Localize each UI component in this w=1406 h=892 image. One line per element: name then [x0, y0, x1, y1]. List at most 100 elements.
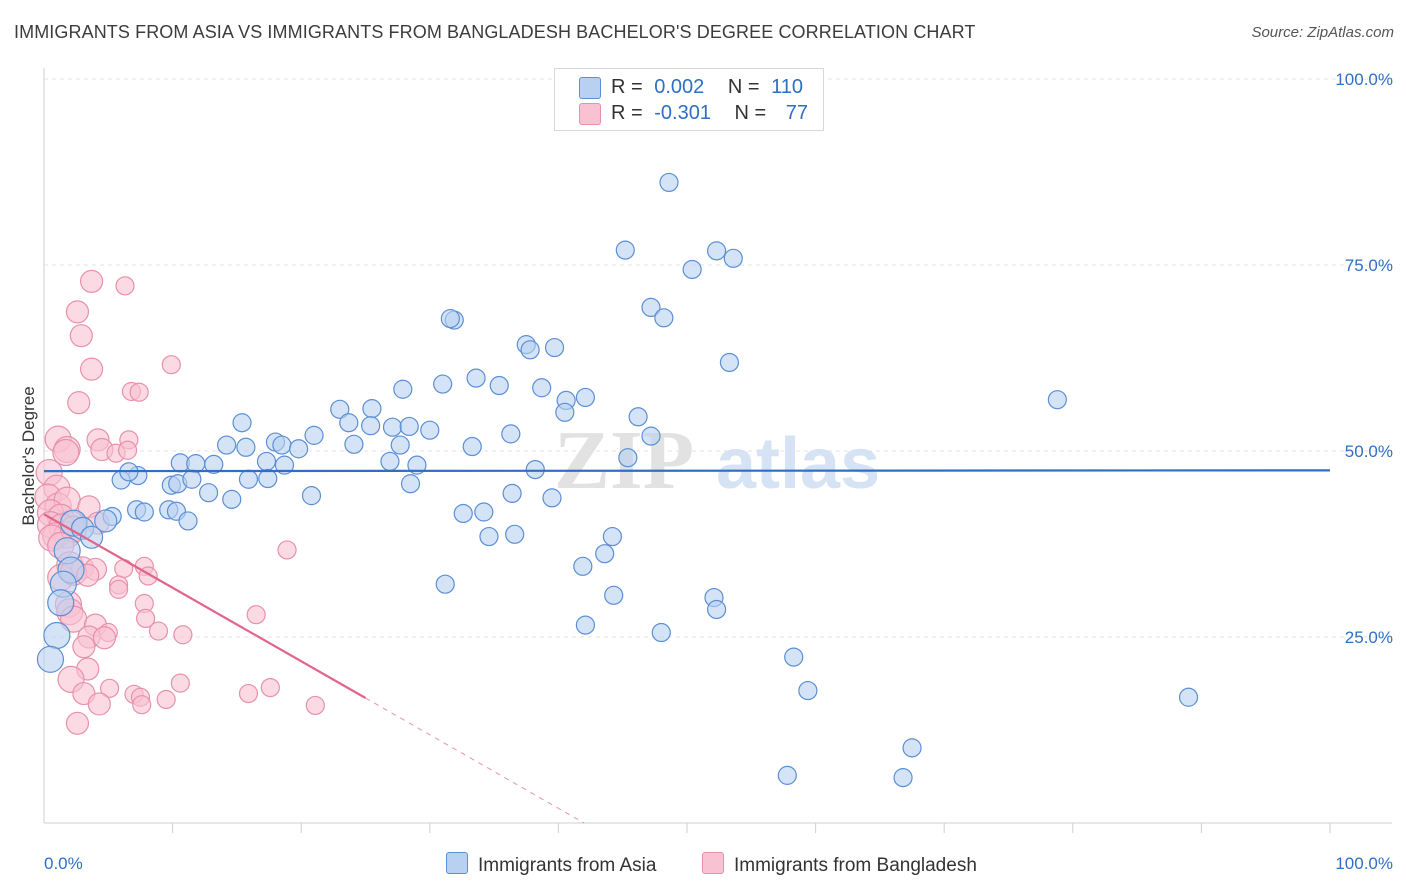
asia-point — [555, 402, 575, 422]
bangladesh-legend-swatch — [702, 852, 724, 874]
asia-point — [641, 426, 661, 446]
legend-r-label: R = — [611, 102, 643, 124]
x-tick-labels: 0.0% 100.0% — [44, 854, 1393, 873]
bangladesh-legend-label: Immigrants from Bangladesh — [734, 855, 977, 876]
asia-point — [238, 469, 259, 489]
asia-point — [618, 448, 638, 468]
asia-point — [706, 241, 727, 261]
source-credit: Source: ZipAtlas.com — [1251, 24, 1394, 41]
asia-point — [199, 483, 219, 503]
asia-point — [304, 425, 324, 445]
legend-r-value: 0.002 — [654, 76, 705, 98]
asia-point — [777, 765, 797, 785]
asia-point — [258, 468, 278, 489]
bangladesh-point — [65, 300, 90, 324]
asia-point — [236, 437, 256, 457]
asia-point — [706, 599, 727, 620]
asia-point — [659, 172, 679, 193]
bangladesh-point — [108, 579, 129, 599]
watermark-atlas: atlas — [716, 424, 880, 504]
asia-point — [654, 308, 674, 328]
legend-r-label: R = — [611, 76, 643, 98]
asia-point — [893, 768, 913, 788]
legend-n-value: 110 — [771, 76, 804, 98]
asia-point — [178, 511, 198, 531]
asia-point — [628, 407, 648, 427]
bangladesh-point — [246, 605, 266, 625]
bangladesh-point — [92, 626, 117, 650]
y-axis-title: Bachelor's Degree — [19, 386, 38, 525]
asia-point — [43, 621, 71, 650]
asia-point — [489, 375, 509, 396]
asia-point — [182, 469, 202, 489]
asia-point — [798, 680, 818, 701]
bangladesh-trend-line — [43, 513, 367, 699]
asia-point — [339, 413, 359, 433]
asia-point — [602, 526, 623, 547]
asia-point — [217, 435, 237, 455]
asia-trend-line — [43, 469, 1331, 473]
asia-points — [36, 172, 1199, 788]
bangladesh-point — [305, 695, 325, 716]
asia-point — [505, 524, 525, 544]
asia-point — [573, 556, 593, 576]
x-tick-label-min: 0.0% — [44, 854, 83, 873]
asia-point — [382, 417, 403, 437]
asia-point — [723, 248, 743, 268]
bangladesh-point — [87, 692, 111, 716]
asia-point — [453, 503, 473, 524]
asia-point — [1178, 687, 1199, 707]
bangladesh-point — [99, 678, 120, 698]
asia-point — [393, 379, 413, 399]
bangladesh-point — [65, 711, 90, 735]
asia-point — [575, 615, 596, 635]
bangladesh-point — [115, 276, 135, 296]
asia-point — [274, 455, 295, 475]
bangladesh-swatch — [579, 103, 601, 125]
legend-n-label: N = — [727, 76, 760, 98]
bangladesh-point — [260, 677, 280, 698]
asia-point — [79, 525, 104, 549]
asia-point — [36, 645, 65, 673]
asia-point — [222, 489, 242, 509]
bangladesh-point — [173, 625, 193, 645]
asia-point — [433, 374, 453, 394]
asia-point — [256, 451, 277, 472]
asia-point — [344, 434, 364, 454]
asia-point — [466, 368, 486, 388]
legend-n-value: 77 — [785, 102, 809, 124]
asia-point — [47, 589, 75, 617]
asia-point — [604, 585, 624, 605]
asia-point — [134, 502, 154, 522]
asia-point — [575, 387, 596, 408]
y-tick-labels: 25.0% 50.0% 75.0% 100.0% — [1335, 70, 1393, 647]
bangladesh-point — [52, 438, 80, 467]
bangladesh-point — [79, 269, 104, 293]
asia-point — [361, 416, 381, 436]
asia-point — [462, 436, 482, 457]
stats-legend: R = 0.002 N = 110 R = -0.301 N = 77 — [554, 68, 824, 131]
asia-point — [525, 460, 545, 480]
bangladesh-point — [67, 391, 91, 415]
asia-point — [615, 240, 635, 260]
bangladesh-point — [72, 635, 96, 659]
asia-point — [440, 308, 460, 329]
chart-title: IMMIGRANTS FROM ASIA VS IMMIGRANTS FROM … — [14, 22, 976, 42]
bottom-legend-asia: Immigrants from Asia — [446, 852, 656, 877]
grid-lines — [44, 78, 1392, 638]
bangladesh-point — [277, 540, 297, 560]
asia-point — [420, 420, 440, 440]
asia-point — [502, 483, 522, 504]
asia-point — [784, 647, 804, 667]
asia-point — [719, 352, 740, 373]
legend-n-label: N = — [734, 102, 767, 124]
asia-point — [435, 574, 455, 594]
asia-point — [390, 435, 410, 455]
y-tick-label: 75.0% — [1345, 256, 1393, 275]
asia-point — [902, 738, 922, 758]
asia-point — [595, 544, 615, 564]
asia-point — [399, 416, 419, 437]
watermark: ZIP atlas — [554, 414, 880, 507]
asia-point — [289, 439, 309, 459]
asia-legend-label: Immigrants from Asia — [478, 855, 657, 876]
